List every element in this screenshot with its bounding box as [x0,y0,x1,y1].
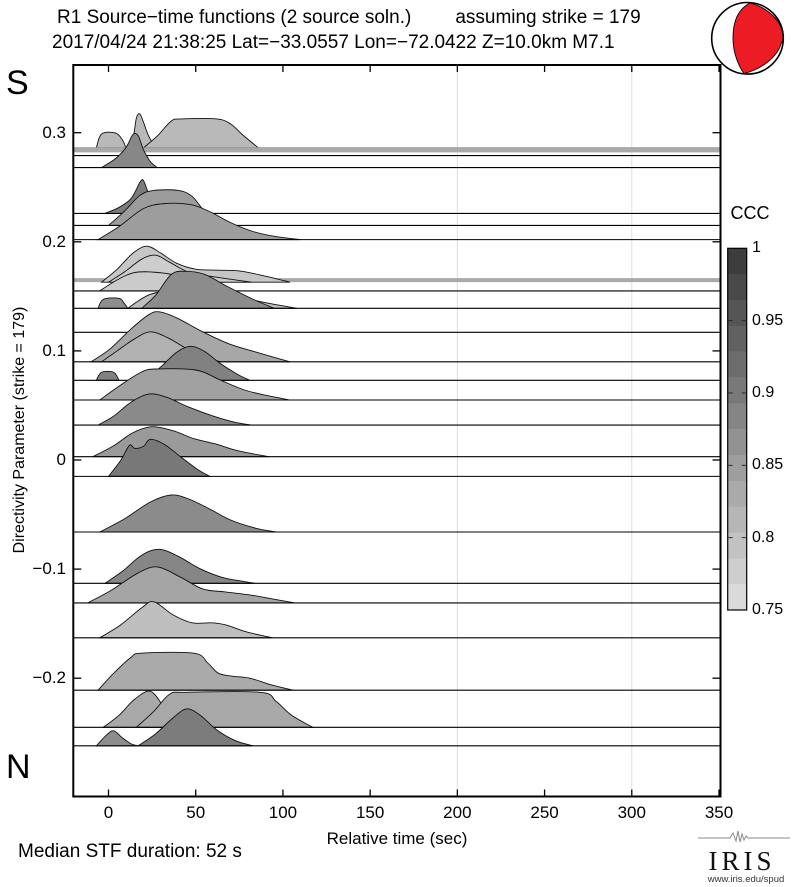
colorbar [727,247,748,611]
stf-bump [95,730,139,747]
trace-stf--0.262 [73,708,721,747]
figure-title-main: R1 Source−time functions (2 source soln.… [57,7,412,28]
stf-bump [135,691,315,728]
stf-bump [98,368,290,401]
stf-bump [96,393,252,426]
colorbar-tick-label: 0.85 [752,456,784,474]
stf-bump [99,132,159,169]
y-tick-label: −0.1 [32,559,66,579]
x-tick-label: 50 [186,803,206,822]
stf-bump [99,494,277,533]
trace-stf--0.015 [73,438,721,477]
stf-bump [92,426,270,458]
x-tick-label: 100 [268,803,298,822]
seismogram-squiggle-icon [698,830,790,843]
trace-stf-0.268 [73,132,721,169]
figure-subtitle: 2017/04/24 21:38:25 Lat=−33.0557 Lon=−72… [52,32,615,53]
trace-stf--0.163 [73,601,721,639]
iris-logo: IRIS www.iris.edu/spud [694,830,792,885]
stf-bump [95,131,127,149]
stf-bump [140,270,275,309]
x-tick-label: 350 [704,803,734,822]
x-tick-label: 250 [530,803,559,822]
y-tick-label: −0.2 [32,668,66,688]
x-tick-label: 300 [617,803,646,822]
colorbar-title: CCC [730,203,770,223]
trace-stf--0.211 [73,651,721,691]
iris-logo-text: IRIS [708,846,776,876]
y-tick-label: 0.2 [42,231,66,251]
plot-frame [72,64,722,798]
trace-stf--0.066 [73,494,721,533]
x-tick-label: 150 [355,803,385,822]
trace-stf-0.202 [73,202,721,241]
stf-bump [98,601,273,639]
trace-stf-0.286 [73,113,721,149]
figure-title-strike: assuming strike = 179 [455,7,641,28]
colorbar-tick-label: 1 [752,239,761,257]
y-tick-label: 0 [56,450,66,469]
stf-bump [97,297,129,309]
trace-stf-0.139 [73,270,721,309]
median-duration-text: Median STF duration: 52 s [18,841,242,862]
colorbar-tick-label: 0.8 [752,528,775,546]
trace-stf-0.032 [73,393,721,426]
stf-bump [95,370,120,381]
orientation-label-north: N [6,748,31,786]
iris-logo-url: www.iris.edu/spud [707,874,785,885]
colorbar-tick-label: 0.95 [752,311,784,329]
stf-bump [107,438,212,477]
beachball-compressional-quadrant [732,2,784,75]
orientation-label-south: S [6,64,29,102]
beachball-icon [710,1,785,75]
colorbar-tick-label: 0.75 [752,601,784,618]
stf-bump [96,202,301,241]
stf-bump [97,651,294,691]
stf-bump [136,708,254,747]
stf-bump [87,566,296,604]
y-tick-label: 0.3 [42,122,66,142]
figure-title: R1 Source−time functions (2 source soln.… [57,7,641,29]
x-tick-label: 0 [103,803,114,822]
stf-bump [142,118,260,149]
colorbar-tick-label: 0.9 [752,383,775,401]
x-tick-label: 200 [443,803,472,822]
trace-stf--0.131 [73,566,721,604]
y-tick-label: 0.1 [42,340,66,360]
trace-stf-0.055 [73,368,721,401]
x-axis-label: Relative time (sec) [326,829,468,848]
trace-stf-0.090 [73,311,721,363]
